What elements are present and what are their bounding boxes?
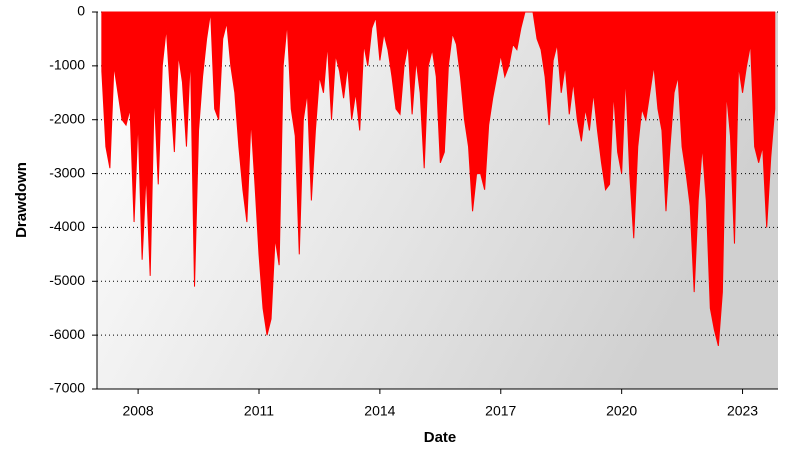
y-tick-label: -5000 — [49, 272, 85, 288]
y-tick-label: -6000 — [49, 326, 85, 342]
y-tick-label: 0 — [77, 3, 85, 19]
x-tick-label: 2008 — [123, 403, 154, 419]
x-tick-label: 2014 — [364, 403, 395, 419]
y-tick-label: -7000 — [49, 380, 85, 396]
y-tick-label: -1000 — [49, 57, 85, 73]
y-tick-label: -2000 — [49, 110, 85, 126]
y-tick-label: -4000 — [49, 218, 85, 234]
x-axis-title: Date — [424, 429, 457, 446]
y-axis-title: Drawdown — [13, 162, 30, 238]
x-tick-label: 2023 — [727, 403, 758, 419]
x-tick-label: 2017 — [485, 403, 516, 419]
y-tick-label: -3000 — [49, 164, 85, 180]
x-tick-label: 2020 — [606, 403, 637, 419]
drawdown-area — [101, 11, 776, 347]
x-tick-label: 2011 — [244, 403, 274, 419]
